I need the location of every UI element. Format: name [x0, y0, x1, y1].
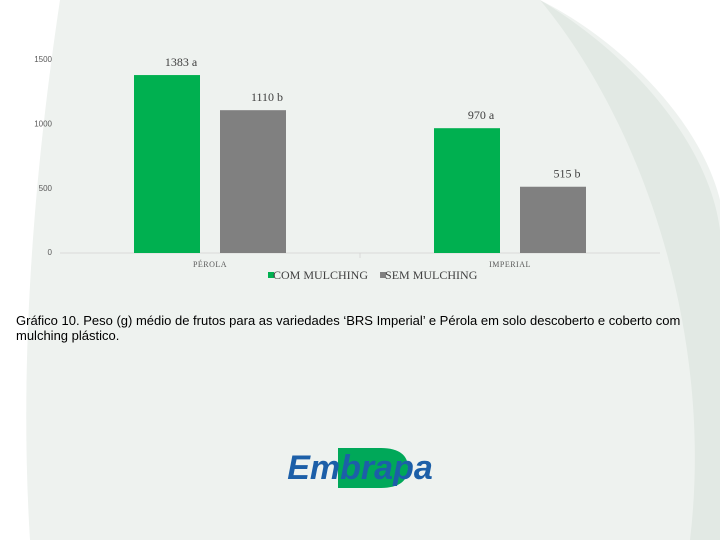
legend-label: SEM MULCHING	[385, 268, 478, 282]
bar	[434, 128, 500, 253]
value-label: 515 b	[554, 166, 581, 180]
y-tick-label: 500	[39, 184, 53, 193]
value-label: 1383 a	[165, 55, 198, 69]
value-label: 1110 b	[251, 90, 283, 104]
bar	[134, 75, 200, 253]
value-label: 970 a	[468, 108, 495, 122]
legend-label: COM MULCHING	[273, 268, 368, 282]
y-tick-label: 0	[48, 248, 53, 257]
x-tick-label: IMPERIAL	[489, 260, 531, 269]
caption: Gráfico 10. Peso (g) médio de frutos par…	[16, 313, 681, 343]
logo-text: Embrapa	[287, 449, 433, 487]
logo-shape	[338, 448, 408, 488]
x-tick-label: PÉROLA	[193, 259, 227, 269]
bar	[520, 186, 586, 253]
legend-swatch	[268, 272, 274, 278]
legend-swatch	[380, 272, 387, 278]
logo: Embrapa	[287, 448, 433, 488]
y-tick-label: 1500	[34, 55, 52, 64]
bar	[220, 110, 286, 254]
background-shape	[540, 0, 720, 540]
y-tick-label: 1000	[34, 119, 52, 128]
